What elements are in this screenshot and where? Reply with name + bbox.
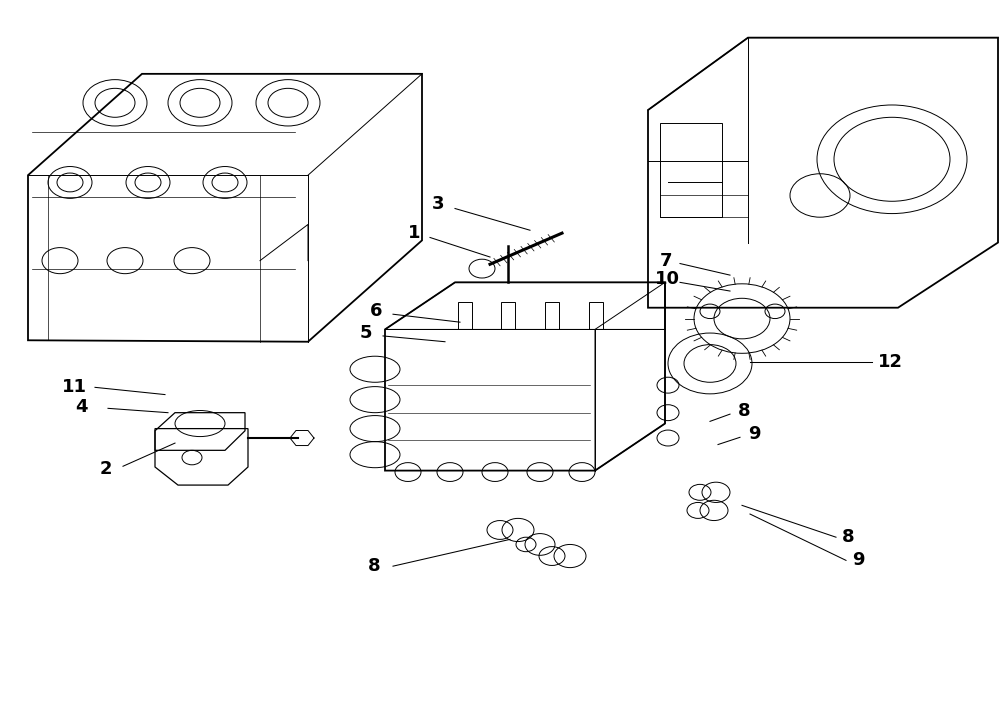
- Text: 7: 7: [660, 252, 672, 269]
- Bar: [589, 302, 603, 329]
- Bar: [458, 302, 472, 329]
- Text: 4: 4: [75, 398, 88, 416]
- Text: 9: 9: [748, 426, 761, 443]
- Text: 1: 1: [408, 224, 420, 242]
- Text: 8: 8: [368, 557, 381, 575]
- Text: 11: 11: [62, 379, 87, 396]
- Text: 2: 2: [100, 460, 112, 478]
- Bar: [545, 302, 559, 329]
- Text: 3: 3: [432, 195, 444, 213]
- Text: 12: 12: [878, 353, 903, 371]
- Text: 8: 8: [738, 403, 751, 420]
- Bar: [501, 302, 515, 329]
- Text: 9: 9: [852, 552, 864, 569]
- Text: 6: 6: [370, 303, 382, 320]
- Text: 5: 5: [360, 324, 372, 342]
- Text: 8: 8: [842, 529, 855, 546]
- Text: 10: 10: [655, 271, 680, 288]
